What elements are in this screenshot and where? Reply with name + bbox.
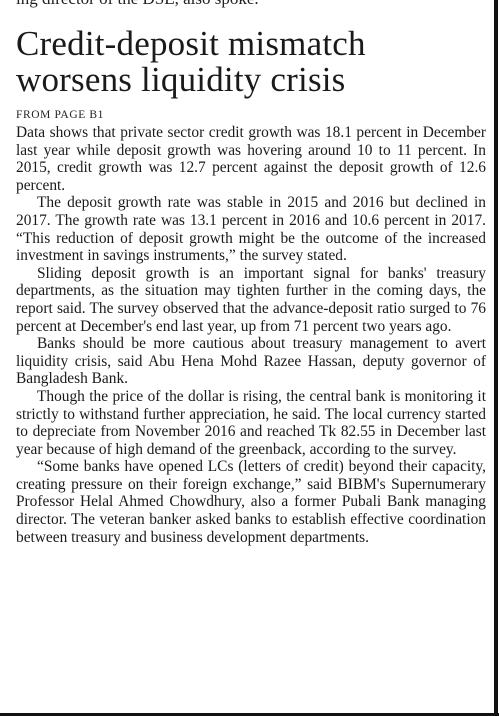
paragraph-6: “Some banks have opened LCs (letters of … [16, 458, 486, 546]
paragraph-1: Data shows that private sector credit gr… [16, 124, 486, 194]
paragraph-4: Banks should be more cautious about trea… [16, 335, 486, 388]
previous-article-tail: ing director of the DSE, also spoke. [16, 0, 259, 9]
paragraph-2: The deposit growth rate was stable in 20… [16, 194, 486, 265]
headline-line-1: Credit-deposit mismatch [16, 24, 366, 63]
column-border-right [494, 0, 498, 716]
article-body: Data shows that private sector credit gr… [16, 124, 486, 546]
headline: Credit-deposit mismatch worsens liquidit… [16, 26, 486, 98]
paragraph-5: Though the price of the dollar is rising… [16, 387, 486, 458]
jump-line: FROM PAGE B1 [16, 109, 104, 121]
headline-line-2: worsens liquidity crisis [16, 60, 346, 99]
column-border-bottom [0, 713, 499, 716]
news-article: Credit-deposit mismatch worsens liquidit… [16, 26, 486, 546]
paragraph-3: Sliding deposit growth is an important s… [16, 264, 486, 335]
